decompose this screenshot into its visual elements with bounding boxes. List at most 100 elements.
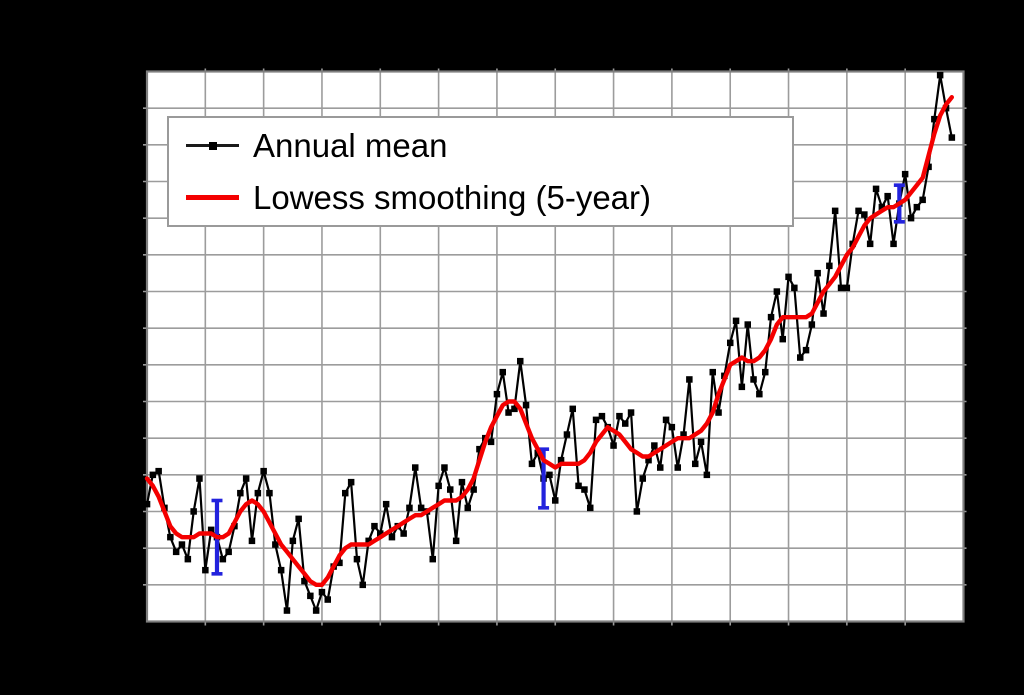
annual-mean-marker bbox=[732, 317, 740, 325]
annual-mean-marker bbox=[587, 504, 594, 512]
annual-mean-marker bbox=[505, 409, 512, 416]
annual-mean-marker bbox=[756, 390, 763, 398]
annual-mean-marker bbox=[826, 262, 833, 270]
annual-mean-marker bbox=[715, 409, 722, 416]
annual-mean-marker bbox=[295, 515, 302, 523]
legend-item-lowess: Lowess smoothing (5-year) bbox=[186, 176, 792, 220]
annual-mean-marker bbox=[697, 438, 705, 446]
annual-mean-marker bbox=[260, 467, 267, 475]
annual-mean-marker bbox=[412, 464, 419, 471]
annual-mean-marker bbox=[738, 383, 746, 391]
annual-mean-marker bbox=[248, 537, 256, 545]
annual-mean-marker bbox=[668, 423, 676, 431]
legend-item-annual-mean: Annual mean bbox=[186, 124, 792, 168]
annual-mean-marker bbox=[616, 412, 623, 420]
annual-mean-marker bbox=[878, 203, 886, 211]
annual-mean-marker bbox=[610, 442, 617, 449]
annual-mean-marker bbox=[866, 240, 874, 248]
legend-label-lowess: Lowess smoothing (5-year) bbox=[253, 179, 651, 216]
annual-mean-marker bbox=[458, 478, 466, 486]
annual-mean-marker bbox=[318, 588, 326, 596]
annual-mean-marker bbox=[377, 530, 384, 537]
annual-mean-marker bbox=[167, 533, 174, 541]
annual-mean-marker bbox=[884, 192, 891, 200]
annual-mean-marker bbox=[207, 526, 215, 534]
legend-annual-line-sample bbox=[186, 140, 239, 152]
annual-mean-marker bbox=[347, 478, 355, 486]
annual-mean-marker bbox=[837, 284, 845, 292]
annual-mean-marker bbox=[266, 489, 273, 497]
annual-mean-marker bbox=[219, 555, 227, 563]
annual-mean-marker bbox=[598, 412, 606, 420]
annual-mean-marker bbox=[202, 566, 209, 574]
annual-mean-marker bbox=[936, 71, 944, 79]
annual-mean-marker bbox=[633, 508, 641, 515]
annual-mean-marker bbox=[762, 368, 769, 376]
annual-mean-marker bbox=[791, 284, 798, 292]
annual-mean-marker bbox=[686, 376, 693, 383]
annual-mean-marker bbox=[528, 460, 536, 468]
annual-mean-marker bbox=[277, 566, 285, 574]
annual-mean-marker bbox=[627, 409, 635, 416]
annual-mean-marker bbox=[622, 420, 629, 427]
annual-mean-marker bbox=[569, 405, 576, 413]
annual-mean-marker bbox=[470, 486, 477, 493]
annual-mean-marker bbox=[890, 240, 897, 248]
annual-mean-marker bbox=[196, 475, 203, 482]
annual-mean-marker bbox=[406, 504, 413, 512]
annual-mean-marker bbox=[651, 442, 658, 449]
annual-mean-marker bbox=[190, 508, 197, 515]
annual-mean-marker bbox=[522, 401, 530, 409]
annual-mean-marker bbox=[149, 471, 157, 479]
annual-mean-marker bbox=[336, 559, 343, 567]
lowess-line-swatch bbox=[186, 195, 239, 200]
annual-mean-marker bbox=[178, 541, 186, 548]
annual-mean-marker bbox=[680, 431, 687, 438]
annual-mean-marker bbox=[546, 471, 553, 479]
annual-mean-marker bbox=[382, 500, 390, 508]
annual-mean-marker bbox=[517, 357, 524, 365]
annual-mean-marker bbox=[400, 530, 407, 537]
legend-lowess-line-sample bbox=[186, 192, 239, 204]
annual-mean-marker bbox=[797, 354, 804, 361]
annual-mean-marker bbox=[155, 467, 162, 475]
annual-mean-marker bbox=[592, 416, 600, 424]
annual-mean-marker bbox=[831, 207, 839, 215]
annual-mean-marker bbox=[552, 497, 559, 504]
annual-mean-marker bbox=[645, 456, 652, 464]
annual-mean-marker bbox=[464, 504, 471, 512]
annual-mean-marker bbox=[925, 163, 932, 171]
annual-mean-marker bbox=[359, 581, 366, 589]
annual-mean-marker bbox=[767, 313, 775, 321]
annual-mean-marker bbox=[855, 207, 862, 215]
annual-mean-marker bbox=[237, 489, 244, 497]
annual-mean-marker bbox=[254, 489, 262, 497]
annual-mean-marker bbox=[429, 555, 436, 563]
annual-mean-marker bbox=[808, 321, 816, 328]
annual-mean-marker bbox=[272, 541, 279, 548]
legend-label-annual-mean: Annual mean bbox=[253, 127, 448, 164]
annual-mean-marker bbox=[511, 405, 518, 413]
annual-mean-marker bbox=[487, 438, 495, 446]
lowess-line bbox=[144, 94, 954, 587]
annual-mean-marker bbox=[447, 486, 454, 493]
annual-mean-marker bbox=[750, 376, 757, 383]
annual-mean-marker bbox=[557, 456, 565, 464]
annual-mean-marker bbox=[289, 537, 297, 545]
annual-mean-marker bbox=[773, 288, 781, 295]
annual-mean-marker bbox=[242, 475, 250, 482]
annual-mean-marker bbox=[907, 214, 915, 222]
annual-mean-marker bbox=[948, 134, 956, 141]
annual-square-marker-icon bbox=[208, 141, 217, 150]
annual-mean-marker bbox=[493, 390, 501, 398]
annual-mean-marker bbox=[388, 533, 396, 541]
annual-mean-marker bbox=[861, 211, 868, 218]
annual-mean-marker bbox=[785, 273, 792, 281]
annual-mean-marker bbox=[283, 607, 291, 614]
legend: Annual mean Lowess smoothing (5-year) bbox=[167, 116, 794, 227]
annual-mean-marker bbox=[441, 464, 448, 471]
annual-mean-marker bbox=[575, 482, 582, 490]
annual-mean-marker bbox=[657, 464, 664, 471]
annual-mean-marker bbox=[919, 196, 926, 204]
